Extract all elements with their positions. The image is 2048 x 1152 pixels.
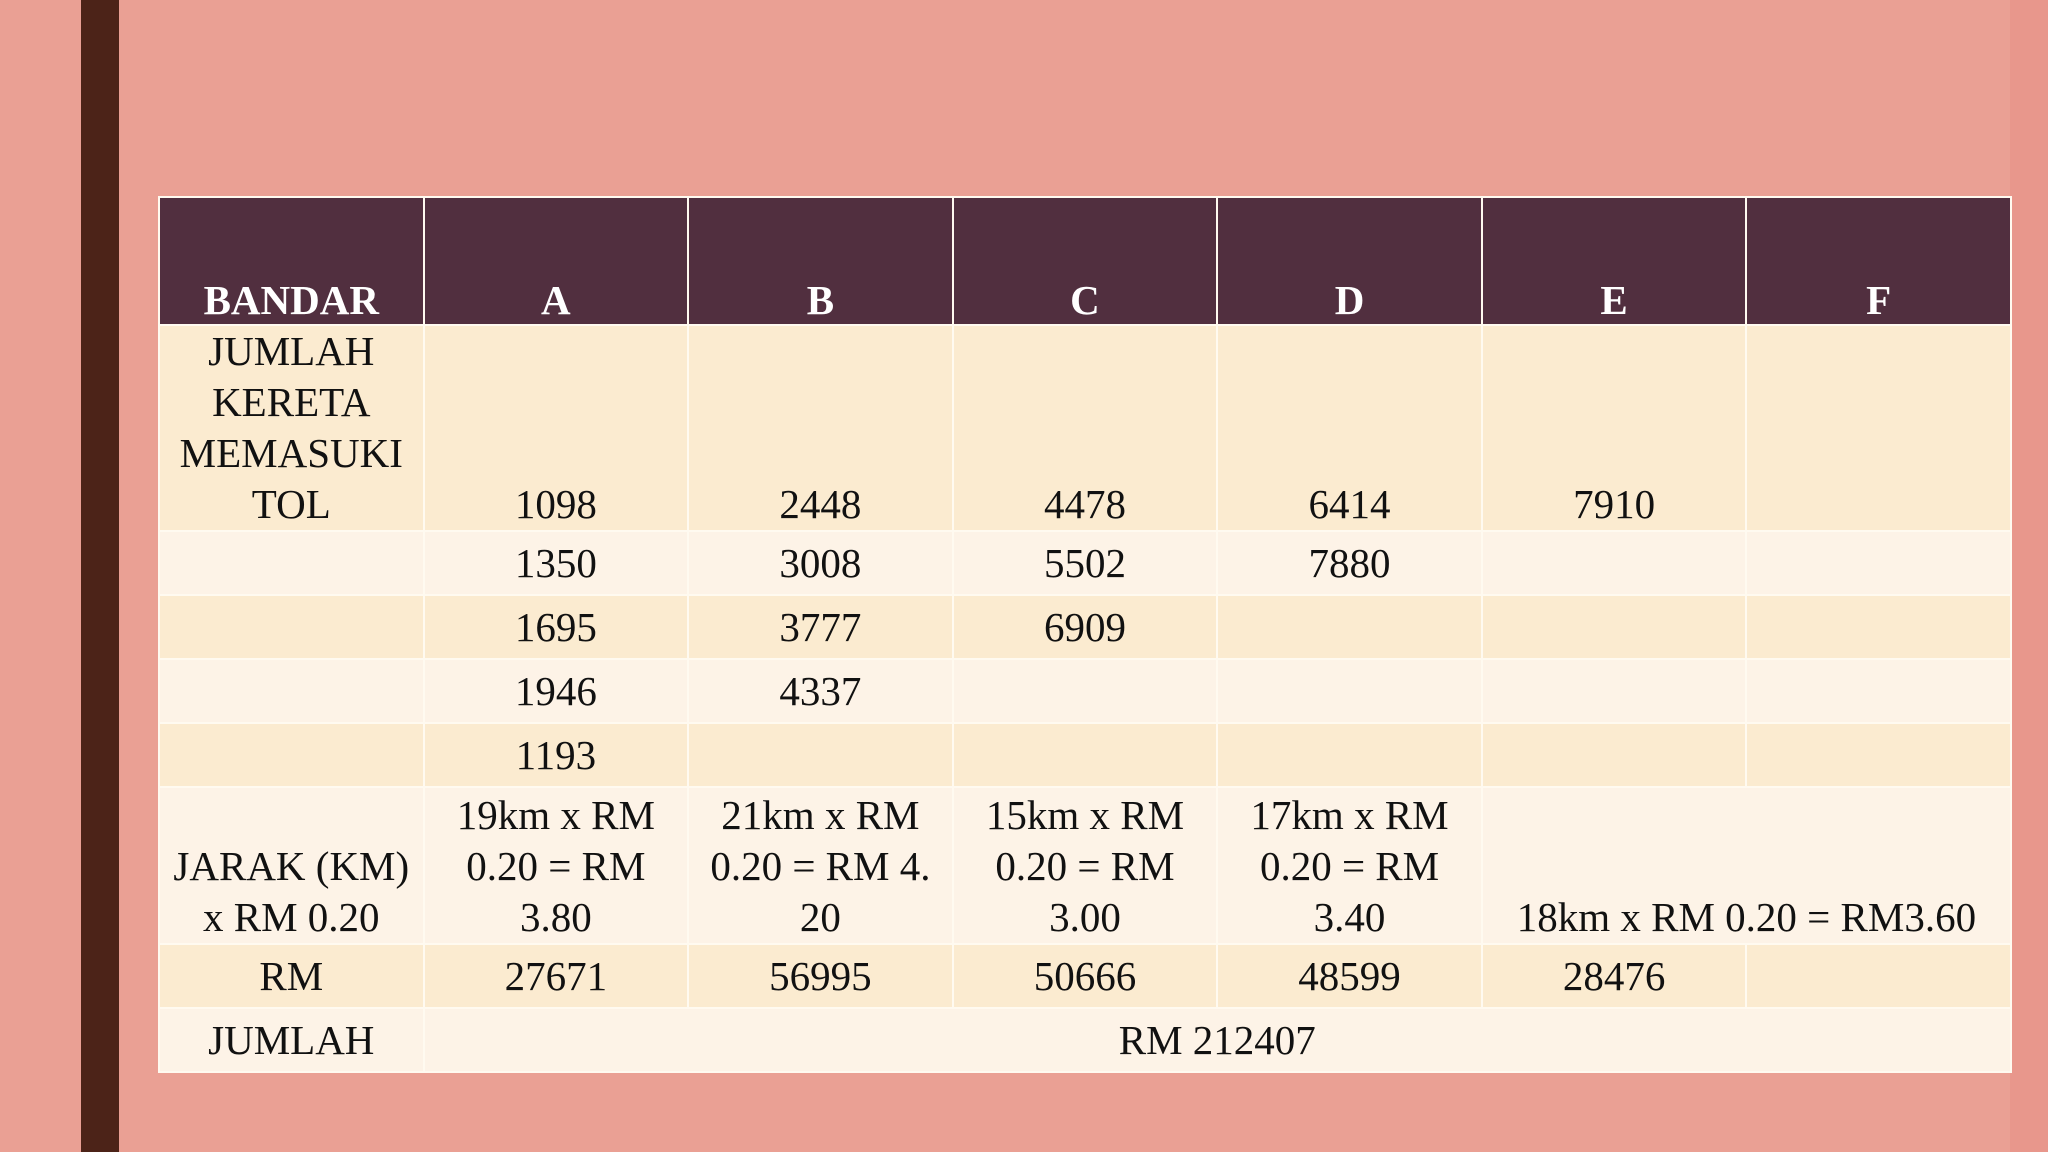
table-cell xyxy=(1216,722,1483,788)
total-label: JUMLAH xyxy=(158,1007,425,1073)
jarak-cell-b: 21km x RM 0.20 = RM 4. 20 xyxy=(687,786,954,945)
rm-row: RM 27671 56995 50666 48599 28476 xyxy=(158,943,2012,1009)
table-cell: 1946 xyxy=(422,658,690,724)
jarak-row: JARAK (KM) x RM 0.20 19km x RM 0.20 = RM… xyxy=(158,786,2013,945)
row-label xyxy=(158,722,425,788)
toll-table: BANDAR A B C D E F JUMLAH KERETA MEMASUK… xyxy=(158,196,2013,1073)
table-cell xyxy=(1745,324,2012,532)
rm-cell: 50666 xyxy=(951,943,1219,1009)
table-cell xyxy=(951,658,1219,724)
table-cell xyxy=(1745,658,2012,724)
table-row: JUMLAH KERETA MEMASUKI TOL 1098 2448 447… xyxy=(158,324,2012,532)
rm-cell: 28476 xyxy=(1480,943,1748,1009)
table-cell: 6414 xyxy=(1216,324,1483,532)
total-value: RM 212407 xyxy=(422,1007,2013,1073)
header-e: E xyxy=(1480,196,1748,326)
table-cell xyxy=(1216,594,1483,660)
table-row: 1193 xyxy=(158,722,2012,788)
jarak-cell-ef: 18km x RM 0.20 = RM3.60 xyxy=(1480,786,2013,945)
table-cell xyxy=(1480,722,1748,788)
rm-cell: 56995 xyxy=(687,943,954,1009)
table-cell: 4478 xyxy=(951,324,1219,532)
table-cell: 3777 xyxy=(687,594,954,660)
table-cell: 1695 xyxy=(422,594,690,660)
table-cell: 7910 xyxy=(1480,324,1748,532)
table-cell: 4337 xyxy=(687,658,954,724)
total-row: JUMLAH RM 212407 xyxy=(158,1007,2013,1073)
table-cell xyxy=(1480,594,1748,660)
header-bandar: BANDAR xyxy=(158,196,425,326)
rm-cell: 48599 xyxy=(1216,943,1483,1009)
table-row: 1350 3008 5502 7880 xyxy=(158,530,2012,596)
table-cell xyxy=(1745,594,2012,660)
header-c: C xyxy=(951,196,1219,326)
rm-cell: 27671 xyxy=(422,943,690,1009)
right-edge-strip xyxy=(2010,0,2048,1152)
jarak-cell-d: 17km x RM 0.20 = RM 3.40 xyxy=(1216,786,1483,945)
row-label xyxy=(158,530,425,596)
table-cell: 7880 xyxy=(1216,530,1483,596)
table-row: 1946 4337 xyxy=(158,658,2012,724)
table-cell xyxy=(951,722,1219,788)
table-cell xyxy=(1745,530,2012,596)
rm-cell xyxy=(1745,943,2012,1009)
table-cell xyxy=(1745,722,2012,788)
table-cell xyxy=(687,722,954,788)
table-cell: 6909 xyxy=(951,594,1219,660)
left-accent-bar xyxy=(81,0,119,1152)
header-row: BANDAR A B C D E F xyxy=(158,196,2012,326)
header-a: A xyxy=(422,196,690,326)
header-b: B xyxy=(687,196,954,326)
row-label xyxy=(158,594,425,660)
table-cell: 1193 xyxy=(422,722,690,788)
header-d: D xyxy=(1216,196,1483,326)
table-cell: 5502 xyxy=(951,530,1219,596)
table-cell: 1350 xyxy=(422,530,690,596)
header-f: F xyxy=(1745,196,2012,326)
table-cell xyxy=(1480,530,1748,596)
jarak-label: JARAK (KM) x RM 0.20 xyxy=(158,786,425,945)
table-cell: 1098 xyxy=(422,324,690,532)
table-cell: 3008 xyxy=(687,530,954,596)
table-row: 1695 3777 6909 xyxy=(158,594,2012,660)
row-label xyxy=(158,658,425,724)
jarak-cell-a: 19km x RM 0.20 = RM 3.80 xyxy=(422,786,690,945)
table-cell xyxy=(1480,658,1748,724)
table-cell: 2448 xyxy=(687,324,954,532)
rm-label: RM xyxy=(158,943,425,1009)
jarak-cell-c: 15km x RM 0.20 = RM 3.00 xyxy=(951,786,1219,945)
row-label: JUMLAH KERETA MEMASUKI TOL xyxy=(158,324,425,532)
table-cell xyxy=(1216,658,1483,724)
